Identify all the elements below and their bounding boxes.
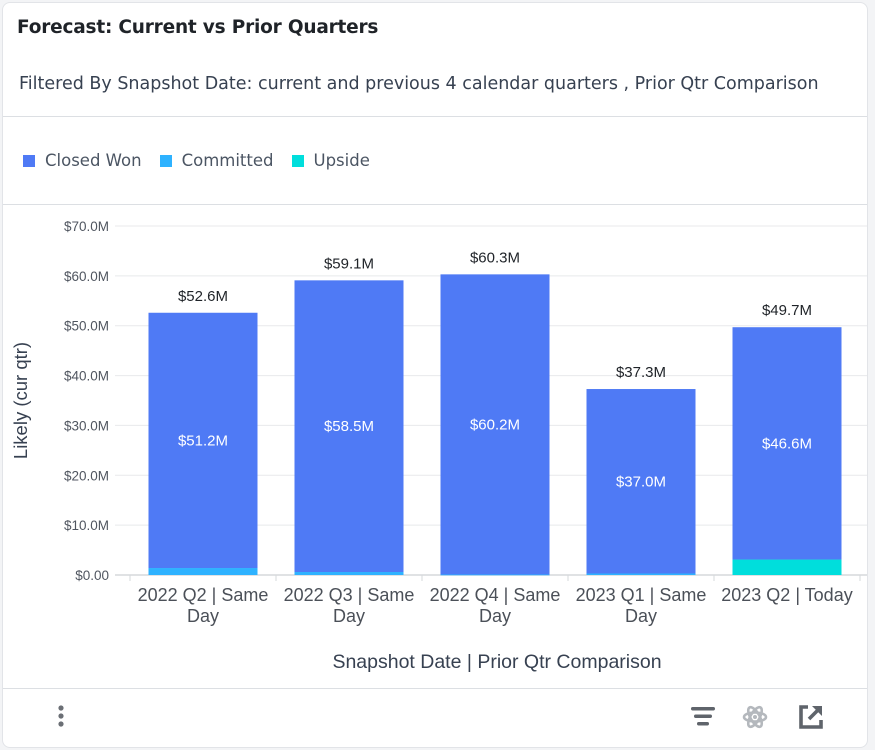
header-divider	[3, 116, 867, 117]
bar-segment-committed	[294, 572, 404, 575]
x-tick-label: Day	[625, 606, 657, 626]
more-options-icon[interactable]	[47, 703, 75, 731]
y-axis-title: Likely (cur qtr)	[10, 342, 31, 459]
legend-divider	[3, 204, 867, 205]
legend-label: Upside	[313, 151, 370, 170]
y-tick-label: $50.0M	[64, 319, 109, 334]
bar-total-label: $37.3M	[616, 364, 666, 381]
x-tick-label: 2023 Q1 | Same	[576, 585, 707, 605]
bar-total-label: $59.1M	[324, 255, 374, 272]
y-tick-label: $0.00	[75, 568, 109, 583]
filter-description: Filtered By Snapshot Date: current and p…	[19, 74, 819, 94]
legend-swatch-upside	[291, 154, 304, 167]
x-tick-label: 2022 Q4 | Same	[430, 585, 561, 605]
bar-segment-closed-won	[294, 280, 404, 573]
bar-segment-closed-won	[148, 312, 258, 569]
y-tick-label: $30.0M	[64, 418, 109, 433]
filter-lines-icon[interactable]	[689, 703, 717, 731]
x-tick-label: Day	[333, 606, 365, 626]
bar-total-label: $49.7M	[762, 302, 812, 319]
x-tick-label: 2023 Q2 | Today	[721, 585, 852, 605]
bar-inner-label: $58.5M	[324, 418, 374, 435]
bar-total-label: $52.6M	[178, 288, 228, 305]
y-tick-label: $40.0M	[64, 369, 109, 384]
bar-inner-label: $37.0M	[616, 473, 666, 490]
bar-segment-committed	[148, 568, 258, 575]
legend-item-closed-won[interactable]: Closed Won	[23, 151, 142, 170]
x-tick-label: 2022 Q3 | Same	[284, 585, 415, 605]
atom-icon[interactable]	[741, 703, 769, 731]
x-tick-label: 2022 Q2 | Same	[138, 585, 269, 605]
open-external-icon[interactable]	[797, 703, 825, 731]
legend-label: Closed Won	[45, 151, 142, 170]
legend-swatch-closed-won	[23, 154, 35, 167]
y-tick-label: $20.0M	[64, 468, 109, 483]
bar-segment-committed	[440, 574, 550, 576]
stacked-bar-chart: $0.00 $10.0M $20.0M $30.0M $40.0M $50.0M $60.0…	[10, 219, 867, 673]
legend-item-upside[interactable]: Upside	[291, 151, 370, 170]
x-tick-label: Day	[187, 606, 219, 626]
bar-total-label: $60.3M	[470, 249, 520, 266]
bar-segment-closed-won	[440, 274, 550, 575]
footer-divider	[3, 688, 867, 689]
legend-label: Committed	[181, 151, 274, 170]
bar-segment-upside	[732, 559, 842, 575]
legend-item-committed[interactable]: Committed	[159, 151, 274, 170]
x-tick-label: Day	[479, 606, 511, 626]
legend-swatch-committed	[159, 154, 172, 167]
y-tick-label: $70.0M	[64, 219, 109, 234]
chart-legend: Closed Won Committed Upside	[23, 151, 388, 170]
y-tick-label: $60.0M	[64, 269, 109, 284]
x-axis-title: Snapshot Date | Prior Qtr Comparison	[332, 651, 661, 673]
bar-segment-closed-won	[732, 327, 842, 560]
bar-inner-label: $60.2M	[470, 416, 520, 433]
y-tick-label: $10.0M	[64, 518, 109, 533]
bar-segment-closed-won	[586, 389, 696, 574]
bar-segment-committed	[586, 573, 696, 575]
card-footer	[3, 689, 867, 747]
card-title: Forecast: Current vs Prior Quarters	[17, 17, 379, 38]
bar-inner-label: $51.2M	[178, 432, 228, 449]
bar-inner-label: $46.6M	[762, 435, 812, 452]
